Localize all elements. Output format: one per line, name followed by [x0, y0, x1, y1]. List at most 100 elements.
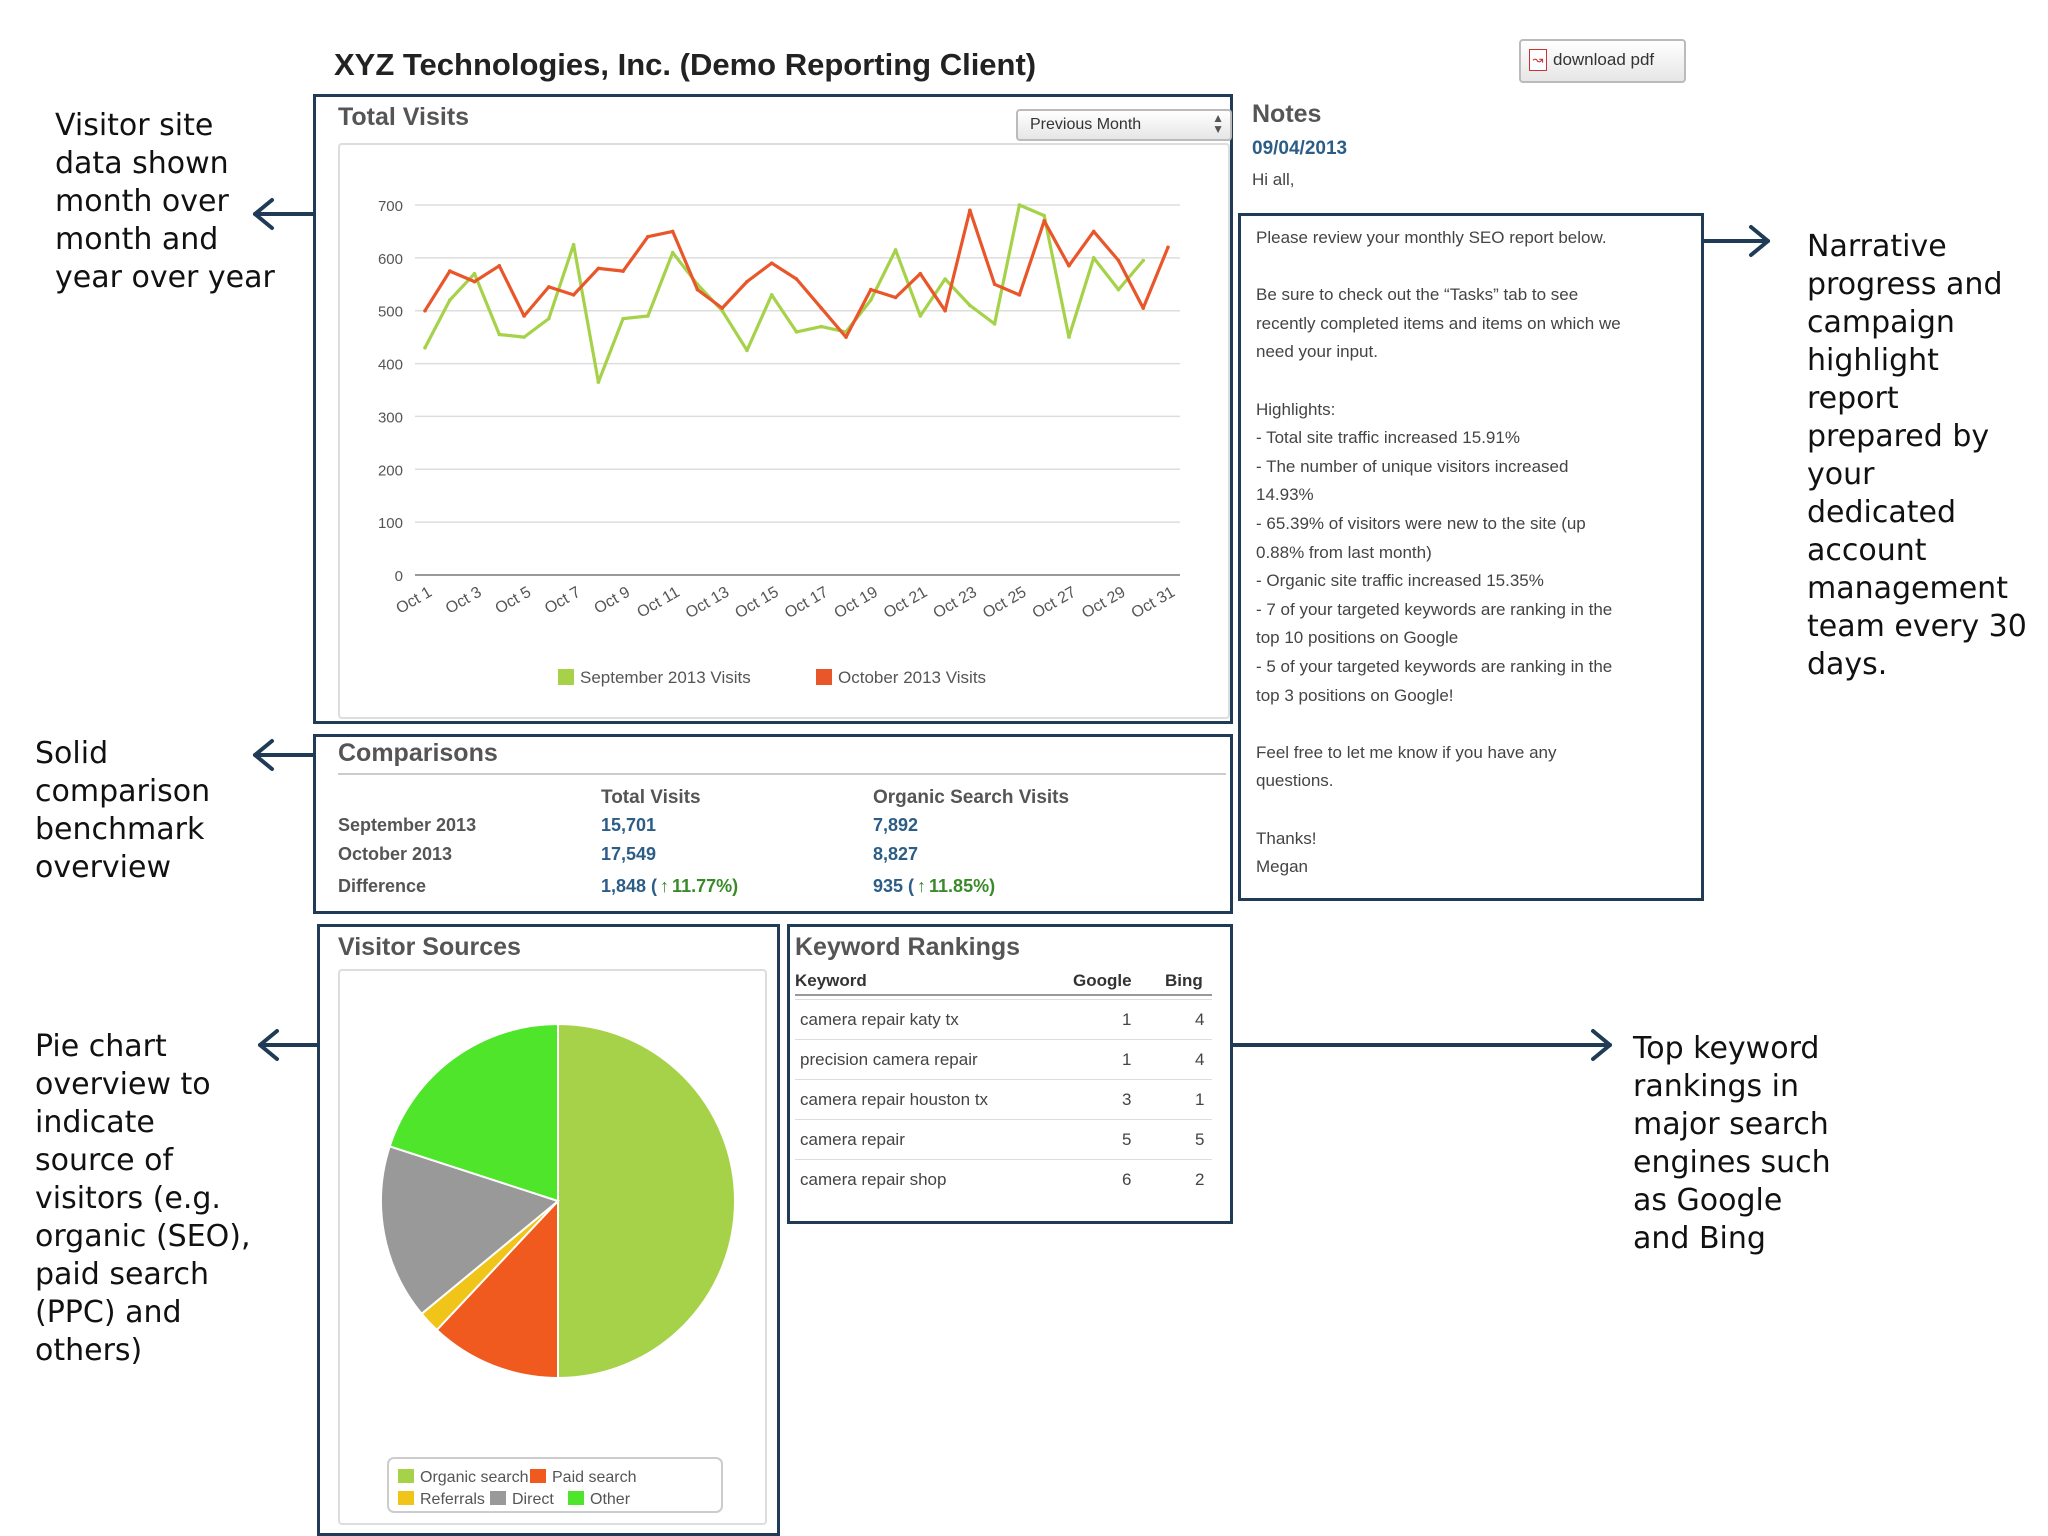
annotation-keywords: Top keyword rankings in major search engine… [1633, 1030, 1831, 1258]
bing-rank-cell: 4 [1195, 1010, 1205, 1029]
col-total-visits: Total Visits [601, 787, 701, 808]
up-arrow-icon: ↑ [917, 876, 927, 896]
keyword-rankings-title: Keyword Rankings [795, 933, 1021, 961]
data-point [1141, 258, 1146, 263]
annotation-line: report [1807, 381, 1899, 416]
data-point [1042, 219, 1046, 223]
notes-title: Notes [1252, 100, 1322, 128]
annotation-line: prepared by [1807, 419, 1990, 454]
annotation-line: engines such [1633, 1145, 1831, 1180]
notes-line: need your input. [1256, 342, 1378, 362]
data-point [968, 303, 972, 308]
data-point [423, 308, 427, 313]
keyword-row: camera repair houston tx 3 1 [795, 1079, 1212, 1118]
keyword-row: camera repair katy tx 1 4 [795, 999, 1212, 1038]
data-point [571, 293, 576, 297]
notes-line: top 3 positions on Google! [1256, 685, 1454, 705]
download-pdf-button[interactable]: ↝ download pdf [1519, 39, 1686, 83]
up-arrow-icon: ↑ [660, 876, 670, 896]
annotation-line: major search [1633, 1107, 1829, 1142]
legend-label: Paid search [552, 1469, 637, 1486]
data-point [621, 269, 625, 273]
y-tick-label: 400 [378, 357, 403, 374]
y-tick-label: 300 [378, 409, 403, 426]
data-point [869, 298, 873, 302]
download-pdf-label: download pdf [1553, 50, 1655, 69]
data-point [1067, 263, 1071, 268]
notes-line: 0.88% from last month) [1256, 542, 1432, 562]
data-point [893, 248, 898, 252]
sept-organic: 7,892 [873, 815, 919, 835]
notes-line: Thanks! [1256, 828, 1317, 848]
bing-rank-cell: 4 [1195, 1050, 1205, 1069]
select-arrows-icon: ▲ ▼ [1212, 111, 1224, 136]
y-tick-label: 200 [378, 462, 403, 479]
keyword-row: precision camera repair 1 4 [795, 1039, 1212, 1078]
data-point [992, 322, 997, 326]
data-point [769, 293, 774, 297]
oct-total: 17,549 [601, 844, 657, 864]
annotation-line: organic (SEO), [35, 1219, 251, 1254]
annotation-line: overview to [35, 1067, 211, 1102]
notes-line: Highlights: [1256, 399, 1336, 419]
keyword-rankings-panel: Keyword Rankings Keyword Google Bing cam… [787, 924, 1233, 1224]
arrow-right-icon [1702, 225, 1770, 257]
data-point [918, 314, 923, 318]
data-point [621, 316, 625, 321]
data-point [670, 250, 675, 255]
bing-rank-cell: 5 [1195, 1130, 1205, 1149]
legend-label: Direct [512, 1491, 554, 1508]
annotation-line: benchmark [35, 812, 205, 847]
annotation-line: Visitor site [55, 108, 214, 143]
data-point [1091, 229, 1096, 234]
annotation-line: campaign [1807, 305, 1955, 340]
visitor-sources-pie-chart: Organic search Paid search Referrals Direct… [380, 1022, 736, 1513]
series-line [423, 203, 1145, 384]
annotation-line: Pie chart [35, 1029, 167, 1064]
annotation-pie-chart: Pie chart overview to indicate source of vis… [35, 1028, 251, 1370]
pie-slice [435, 1198, 559, 1380]
legend-label: Referrals [420, 1491, 485, 1508]
data-point [447, 298, 452, 302]
diff-organic: 935 (↑ 11.85%) [873, 876, 995, 897]
data-point [1017, 293, 1022, 297]
legend-label: October 2013 Visits [838, 668, 986, 687]
row-label-diff: Difference [338, 876, 427, 896]
keyword-cell: camera repair shop [800, 1170, 947, 1189]
annotation-line: year over year [55, 260, 275, 295]
arrow-left-icon [258, 1029, 319, 1061]
keyword-row: camera repair 5 5 [795, 1119, 1212, 1158]
annotation-line: Top keyword [1633, 1031, 1820, 1066]
legend-label: Organic search [420, 1469, 529, 1486]
period-select[interactable]: Previous Month ▲ ▼ [1016, 109, 1232, 141]
data-point [547, 316, 551, 321]
comparisons-panel: Comparisons Total Visits Organic Search … [313, 734, 1233, 914]
data-point [596, 380, 601, 384]
notes-line: Please review your monthly SEO report be… [1256, 228, 1607, 247]
data-point [695, 287, 700, 292]
notes-line: recently completed items and items on wh… [1256, 313, 1621, 333]
legend-swatch [816, 669, 832, 685]
pie-slice [380, 1145, 561, 1316]
col-organic-visits: Organic Search Visits [873, 787, 1070, 808]
data-point [1116, 287, 1121, 292]
y-tick-label: 500 [378, 304, 403, 321]
data-point [794, 330, 799, 334]
keyword-cell: precision camera repair [800, 1050, 978, 1069]
total-visits-panel: Total Visits Previous Month ▲ ▼ 0 100 200 30… [313, 94, 1233, 724]
annotation-line: comparison [35, 774, 211, 809]
arrow-right-icon [1231, 1029, 1612, 1061]
data-point [769, 261, 774, 265]
annotation-line: highlight [1807, 343, 1939, 378]
annotation-line: visitors (e.g. [35, 1181, 221, 1216]
data-point [596, 266, 601, 271]
data-point [819, 306, 824, 310]
notes-line: - 7 of your targeted keywords are rankin… [1256, 599, 1613, 619]
notes-line: Be sure to check out the “Tasks” tab to … [1256, 285, 1579, 305]
annotation-line: Narrative [1807, 229, 1947, 264]
legend-label: Other [590, 1491, 631, 1508]
annotation-comparison: Solid comparison benchmark overview [35, 735, 210, 887]
diff-organic-pct: 11.85%) [929, 876, 996, 896]
notes-line: questions. [1256, 771, 1334, 791]
